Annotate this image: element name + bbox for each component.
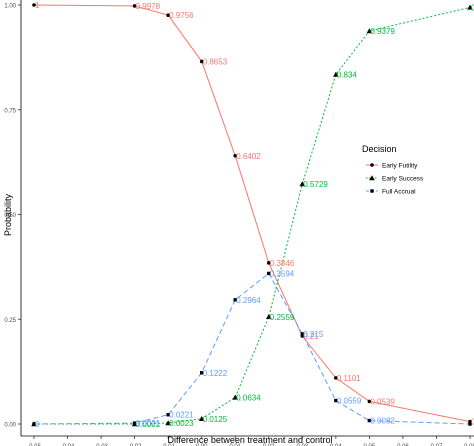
data-point xyxy=(334,376,338,380)
data-label: 0.9379 xyxy=(370,27,395,36)
data-label: 0.0058 xyxy=(471,418,474,427)
x-tick-label: -0.02 xyxy=(128,444,142,446)
data-point xyxy=(467,4,473,10)
data-point xyxy=(299,181,306,187)
data-label: 0.3594 xyxy=(270,269,295,278)
data-label: 0.0001 xyxy=(136,420,161,429)
legend-label: Early Success xyxy=(382,176,424,183)
series-lines xyxy=(33,4,471,425)
legend-key-marker xyxy=(370,189,374,193)
data-label: 0.2559 xyxy=(270,313,295,322)
x-tick-label: -0.03 xyxy=(94,444,108,446)
data-label: 0.8653 xyxy=(203,57,228,66)
data-point xyxy=(32,422,36,426)
series-line xyxy=(34,6,471,425)
data-point xyxy=(199,371,204,375)
data-label: 0.0539 xyxy=(370,397,395,406)
data-point xyxy=(266,261,271,265)
data-point xyxy=(166,13,170,18)
data-point xyxy=(199,59,204,64)
y-tick-label: 0.00 xyxy=(4,423,16,429)
data-point xyxy=(198,415,205,422)
data-point xyxy=(334,398,338,403)
data-label: 0.0021 xyxy=(136,419,161,428)
series-points xyxy=(31,3,473,427)
legend-label: Early Futility xyxy=(382,163,418,170)
data-label: 0 xyxy=(35,420,40,429)
data-point xyxy=(366,28,373,34)
data-label: 0.0023 xyxy=(169,419,194,428)
data-point xyxy=(300,332,305,336)
legend-key-marker xyxy=(370,163,374,167)
series-line xyxy=(33,272,471,425)
data-point xyxy=(333,71,339,77)
data-point xyxy=(32,3,36,7)
x-tick-label: -0.05 xyxy=(27,444,41,446)
data-point xyxy=(267,271,271,276)
y-tick-label: 0.50 xyxy=(4,213,16,219)
data-label: 0.3846 xyxy=(270,259,295,268)
series-line xyxy=(33,4,471,423)
data-label: 0.2964 xyxy=(236,296,261,305)
data-label: 0.21 xyxy=(303,332,319,341)
data-label: 0.0559 xyxy=(337,397,362,406)
data-point xyxy=(232,394,239,400)
data-label: 0.1101 xyxy=(337,374,361,383)
data-point xyxy=(233,153,238,158)
data-label: 0.9942 xyxy=(471,3,474,12)
data-point xyxy=(132,4,137,8)
data-point xyxy=(468,422,472,426)
data-point xyxy=(265,313,272,320)
x-tick-label: 0.04 xyxy=(330,444,342,446)
x-tick-label: 0.00 xyxy=(196,444,208,446)
x-tick-label: -0.04 xyxy=(61,444,75,446)
data-label: 0.1222 xyxy=(203,369,228,378)
y-tick-label: 0.75 xyxy=(4,108,16,114)
data-label: 1 xyxy=(35,1,40,10)
data-labels: 1 0.9978 0.9756 0.8653 0.6402 0.3846 0.21 0.110… xyxy=(35,1,474,429)
legend-key-marker xyxy=(369,175,375,181)
y-axis-title: Probability xyxy=(3,193,13,236)
legend: Decision Early Futility Early Success Full… xyxy=(362,144,424,196)
data-point xyxy=(132,421,137,425)
data-label: 0.6402 xyxy=(236,152,261,161)
x-tick-label: -0.01 xyxy=(161,444,175,446)
legend-title: Decision xyxy=(362,144,397,154)
x-tick-label: 0.06 xyxy=(397,444,409,446)
x-tick-label: 0.07 xyxy=(431,444,443,446)
data-label: 0.834 xyxy=(337,71,358,80)
y-tick-label: 0.25 xyxy=(4,318,16,324)
axes: -0.05 -0.04 -0.03 -0.02 -0.01 0.00 0.01 0.02 0.0… xyxy=(4,0,474,446)
data-point xyxy=(233,298,237,302)
data-label: 0.0634 xyxy=(236,393,261,402)
data-label: 0.9756 xyxy=(169,11,194,20)
legend-label: Full Accrual xyxy=(382,189,416,196)
data-label: 0.215 xyxy=(303,330,324,339)
data-label: 0.0125 xyxy=(203,415,228,424)
data-label: 0.0082 xyxy=(370,417,395,426)
data-point xyxy=(367,399,372,404)
data-point xyxy=(367,418,372,423)
x-tick-label: 0.01 xyxy=(229,444,241,446)
data-point xyxy=(166,413,170,417)
data-label: 0.9978 xyxy=(136,2,161,11)
x-tick-label: 0.05 xyxy=(364,444,376,446)
data-label: 0.0221 xyxy=(169,411,194,420)
x-tick-label: 0.03 xyxy=(296,444,308,446)
x-tick-label: 0.08 xyxy=(464,444,474,446)
data-label: 0.5729 xyxy=(303,180,328,189)
x-axis-title: Difference between treatment and control xyxy=(168,435,333,445)
y-tick-label: 1.00 xyxy=(4,4,16,10)
data-point xyxy=(165,420,171,426)
x-tick-label: 0.02 xyxy=(263,444,275,446)
